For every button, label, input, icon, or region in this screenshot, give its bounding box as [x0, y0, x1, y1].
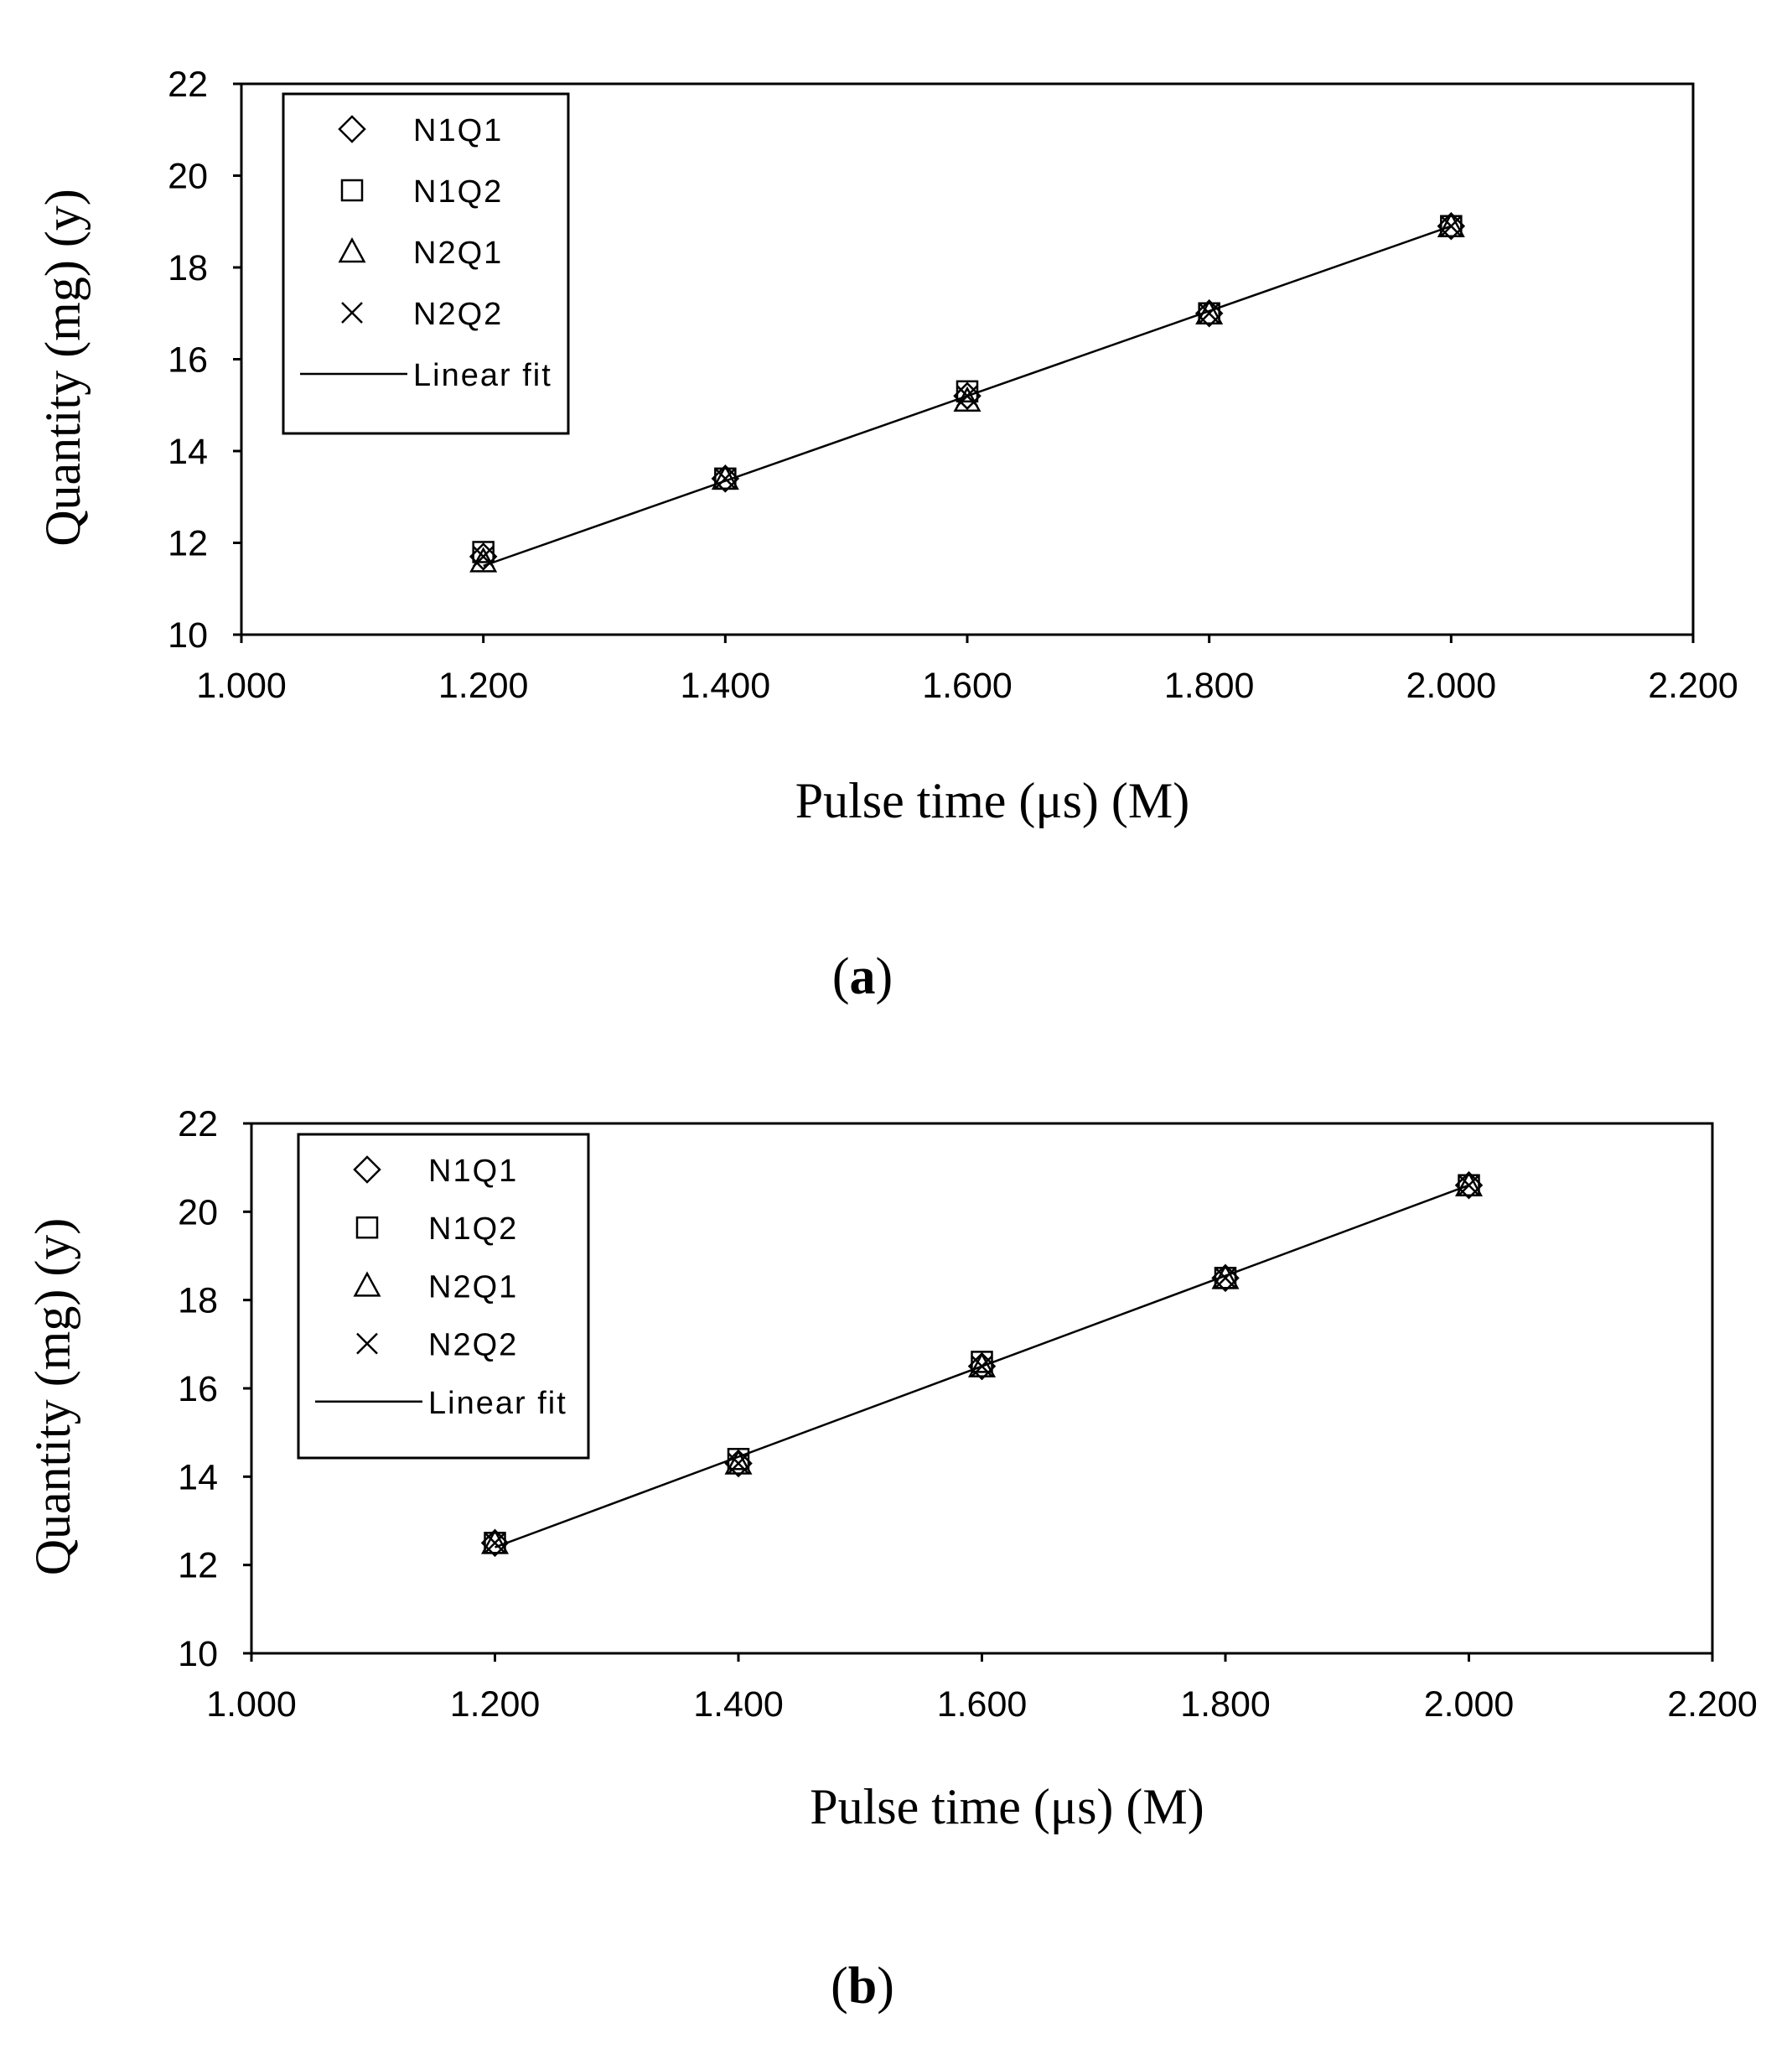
data-point-n2q2: [971, 1355, 993, 1377]
data-point-n2q1: [480, 1528, 510, 1554]
data-point-n1q2: [956, 380, 979, 403]
data-point-n2q2: [1440, 215, 1463, 237]
data-point-n1q1: [1194, 298, 1224, 328]
legend-marker-n2q1: [353, 1271, 381, 1297]
x-tick-label: 2.200: [1667, 1684, 1758, 1725]
data-point-n2q2: [484, 1532, 506, 1554]
y-axis-title: Quantity (mg) (y): [35, 189, 91, 547]
legend-marker-n1q1: [353, 1155, 381, 1184]
data-point-n2q1: [724, 1449, 753, 1475]
legend-label: N1Q2: [413, 174, 503, 210]
data-point-n1q1: [469, 542, 498, 571]
y-tick-label: 12: [168, 524, 208, 564]
y-tick-label: 14: [178, 1457, 218, 1497]
legend-label: N2Q2: [413, 297, 503, 332]
y-tick-label: 20: [178, 1192, 218, 1232]
data-point-n2q1: [1454, 1170, 1484, 1196]
y-tick-label: 10: [178, 1634, 218, 1674]
x-tick-label: 1.800: [1164, 666, 1255, 706]
data-point-n2q1: [469, 547, 498, 573]
data-point-n1q2: [727, 1448, 750, 1471]
y-tick-label: 10: [168, 615, 208, 656]
x-axis-title: Pulse time (μs) (M): [795, 773, 1189, 828]
x-tick-label: 1.400: [681, 666, 771, 706]
x-tick-label: 1.000: [196, 666, 287, 706]
y-axis-title: Quantity (mg) (y): [25, 1218, 80, 1576]
legend-marker-n2q2: [356, 1332, 378, 1355]
x-tick-label: 1.600: [937, 1684, 1028, 1725]
data-point-n2q2: [728, 1452, 749, 1475]
y-tick-label: 16: [168, 340, 208, 381]
data-point-n2q2: [714, 467, 737, 490]
legend-box: [282, 92, 570, 435]
x-axis-title: Pulse time (μs) (M): [810, 1779, 1204, 1834]
legend-label: N2Q1: [413, 236, 503, 271]
legend-marker-n1q1: [338, 115, 366, 143]
data-point-n2q1: [1211, 1263, 1240, 1289]
y-tick-label: 22: [168, 65, 208, 105]
data-point-n1q1: [1454, 1170, 1484, 1200]
legend-label: N2Q2: [428, 1328, 518, 1363]
x-tick-label: 1.600: [922, 666, 1013, 706]
y-tick-label: 22: [178, 1104, 218, 1144]
legend-label: Linear fit: [413, 358, 552, 393]
data-point-n1q1: [711, 464, 740, 493]
x-tick-label: 1.400: [693, 1684, 784, 1725]
data-point-n1q1: [1211, 1263, 1240, 1293]
chart-panel-b: 1.000 1.200 1.400 1.600 1.800 2.000 2.200 10 12 1…: [25, 1104, 1758, 1834]
legend-label: N1Q1: [413, 113, 503, 148]
data-point-n2q1: [953, 386, 981, 412]
data-point-n2q2: [1198, 302, 1220, 324]
data-point-n2q2: [1458, 1174, 1480, 1196]
x-tick-label: 1.800: [1180, 1684, 1271, 1725]
panel-caption-a: (a): [832, 948, 893, 1005]
x-tick-label: 2.000: [1406, 666, 1497, 706]
data-point-n2q1: [1437, 211, 1465, 237]
data-point-n2q2: [472, 546, 495, 568]
data-point-n2q1: [1195, 298, 1224, 324]
data-point-n2q1: [967, 1351, 997, 1377]
y-tick-label: 20: [168, 157, 208, 197]
legend-box: [297, 1133, 590, 1460]
y-tick-label: 12: [178, 1546, 218, 1586]
panel-caption-b: (b): [831, 1958, 894, 2015]
data-point-n1q1: [1437, 211, 1466, 241]
x-tick-label: 1.200: [450, 1684, 541, 1725]
chart-panel-a: 1.000 1.200 1.400 1.600 1.800 2.000 2.200 10 12 1…: [35, 65, 1738, 828]
data-point-n1q1: [724, 1449, 753, 1478]
x-tick-label: 2.200: [1648, 666, 1738, 706]
data-point-n1q1: [967, 1351, 997, 1381]
x-tick-label: 1.000: [206, 1684, 297, 1725]
x-tick-label: 1.200: [438, 666, 529, 706]
legend-label: N1Q1: [428, 1154, 518, 1189]
y-tick-label: 16: [178, 1369, 218, 1409]
x-tick-label: 2.000: [1424, 1684, 1515, 1725]
y-tick-label: 14: [168, 432, 208, 472]
legend-label: Linear fit: [428, 1386, 567, 1421]
legend-marker-n1q2: [355, 1216, 379, 1239]
legend-marker-n2q1: [338, 236, 366, 263]
data-point-n1q1: [480, 1528, 510, 1558]
data-point-n2q1: [711, 464, 739, 490]
legend-marker-n1q2: [340, 179, 364, 202]
legend-label: N1Q2: [428, 1211, 518, 1247]
data-point-n1q2: [971, 1351, 993, 1373]
data-point-n2q2: [1215, 1267, 1236, 1289]
data-point-n2q2: [956, 385, 978, 407]
data-point-n1q1: [953, 381, 981, 411]
data-point-n1q2: [472, 541, 495, 563]
y-tick-label: 18: [168, 248, 208, 288]
legend-marker-n2q2: [341, 302, 363, 324]
y-tick-label: 18: [178, 1281, 218, 1321]
legend-label: N2Q1: [428, 1269, 518, 1305]
